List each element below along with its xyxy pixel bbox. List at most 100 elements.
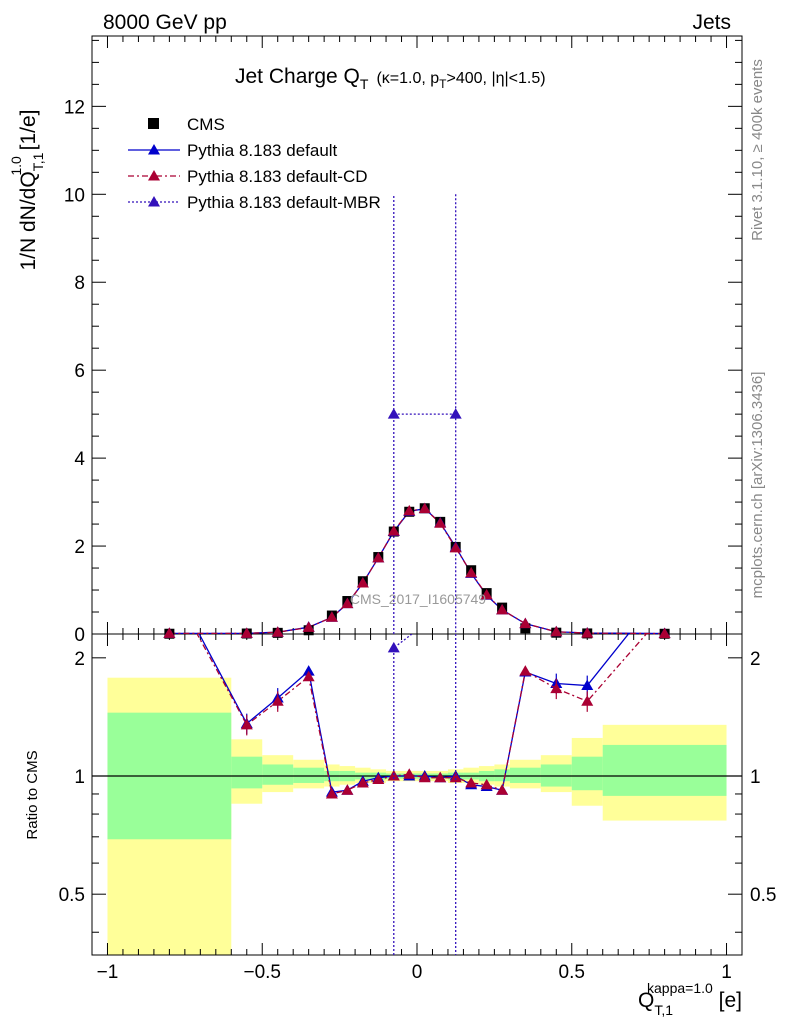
legend-label-mbr: Pythia 8.183 default-MBR: [187, 193, 381, 212]
ratio-marker-default: [302, 665, 315, 676]
y-main-tick-label: 0: [74, 625, 85, 646]
marker-cd: [519, 617, 532, 629]
marker-cd: [449, 541, 462, 553]
marker-cd: [465, 566, 478, 578]
title-params-sub: T: [439, 77, 447, 91]
title-main-sub: T: [360, 76, 369, 92]
y-ratio-tick-label-left: 0.5: [59, 885, 85, 906]
marker-cd: [372, 551, 385, 563]
x-tick-label: 0: [412, 962, 423, 983]
analysis-watermark: CMS_2017_I1605749: [350, 591, 486, 607]
y-ratio-tick-label-left: 1: [74, 767, 85, 788]
x-tick-label: 1: [721, 962, 732, 983]
ratio-marker-cd: [550, 682, 563, 694]
xlabel-sub: T,1: [654, 1002, 673, 1018]
y-axis-label-ratio: Ratio to CMS: [24, 750, 41, 839]
legend-marker-cms: [148, 118, 159, 129]
rivet-label: Rivet 3.1.10, ≥ 400k events: [749, 59, 766, 241]
xlabel-unit: [e]: [713, 989, 742, 1012]
ratio-marker-cd: [449, 771, 462, 783]
marker-cd: [403, 504, 416, 516]
ratio-marker-cd: [387, 770, 400, 781]
legend-marker-default: [148, 144, 160, 155]
marker-cd: [550, 625, 563, 637]
ratio-marker-cd: [240, 718, 253, 730]
ratio-marker-default: [581, 679, 594, 691]
marker-cd: [240, 627, 253, 638]
ratio-marker-cd: [302, 670, 315, 682]
y-main-tick-label: 2: [74, 537, 85, 558]
ratio-marker-cd: [434, 771, 447, 783]
marker-mbr: [387, 408, 400, 419]
marker-cms: [520, 623, 531, 634]
ratio-line-mbr: [393, 634, 457, 955]
ylabel-sup: 1.0: [8, 156, 24, 176]
x-axis-label: QT,1 kappa=1.0 [e]: [638, 980, 742, 1018]
band-inner-bin: [509, 767, 541, 783]
ratio-marker-cd: [325, 787, 338, 799]
ylabel-unit: [1/e]: [17, 109, 40, 156]
y-main-tick-label: 4: [74, 449, 85, 470]
ratio-line-cd: [196, 634, 648, 795]
ratio-marker-cd: [403, 768, 416, 779]
marker-cd: [434, 517, 447, 528]
ratio-marker-cd: [480, 778, 493, 790]
ratio-marker-cd: [581, 695, 594, 706]
band-inner-bin: [602, 744, 727, 796]
marker-cd: [658, 627, 671, 639]
marker-cd: [341, 597, 354, 609]
marker-cd: [496, 603, 509, 615]
ratio-marker-cd: [418, 771, 431, 783]
xlabel-sup: kappa=1.0: [647, 980, 713, 996]
y-main-tick-label: 6: [74, 361, 85, 382]
ratio-marker-cd: [341, 784, 354, 795]
title-params-a: (κ=1.0, p: [376, 70, 439, 87]
y-ratio-tick-label-right: 0.5: [750, 885, 776, 906]
series-line-mbr: [393, 194, 457, 634]
marker-cd: [271, 626, 284, 637]
ylabel-main-text: 1/N dN/dQ: [17, 171, 40, 270]
ratio-marker-cd: [496, 784, 509, 795]
legend: CMS Pythia 8.183 default Pythia 8.183 defa…: [128, 115, 381, 212]
ratio-marker-cd: [519, 665, 532, 676]
legend-marker-mbr: [148, 196, 160, 207]
band-inner-bin: [494, 769, 510, 782]
header-energy: 8000 GeV pp: [103, 11, 227, 34]
series-line-default: [169, 507, 665, 635]
y-main-tick-label: 8: [74, 273, 85, 294]
y-axis-label-main: 1/N dN/dQT,1 1.0 [1/e]: [8, 109, 46, 270]
plot-title: Jet Charge QT (κ=1.0, pT>400, |η|<1.5): [235, 65, 546, 92]
mcplots-label: mcplots.cern.ch [arXiv:1306.3436]: [749, 372, 766, 599]
title-main: Jet Charge Q: [235, 65, 360, 88]
band-inner-bin: [262, 764, 294, 785]
y-main-tick-label: 12: [64, 97, 85, 118]
title-params-b: >400, |η|<1.5): [447, 70, 546, 87]
ratio-marker-cd: [465, 776, 478, 788]
ratio-clip-group: [196, 634, 648, 955]
x-tick-label: −1: [97, 962, 119, 983]
y-ratio-tick-label-right: 2: [750, 649, 761, 670]
band-inner-bin: [293, 767, 325, 783]
legend-label-cd: Pythia 8.183 default-CD: [187, 167, 368, 186]
marker-mbr: [449, 408, 462, 419]
xlabel-main-text: Q: [638, 989, 654, 1012]
main-panel-series: [163, 194, 671, 639]
series-line-cd: [169, 507, 665, 635]
y-main-tick-label: 10: [64, 185, 85, 206]
ratio-marker-cd: [372, 773, 385, 784]
y-ratio-tick-label-right: 1: [750, 767, 761, 788]
x-tick-label: 0.5: [559, 962, 585, 983]
marker-cd: [325, 611, 338, 622]
ratio-marker-cd: [356, 776, 369, 788]
marker-cd: [356, 576, 369, 588]
marker-cd: [163, 627, 176, 638]
marker-cd: [387, 525, 400, 536]
marker-cd: [302, 621, 315, 632]
header-process: Jets: [692, 11, 731, 34]
marker-cd: [581, 627, 594, 638]
legend-label-cms: CMS: [187, 115, 225, 134]
marker-cd: [480, 588, 493, 600]
band-inner-bin: [571, 756, 603, 791]
